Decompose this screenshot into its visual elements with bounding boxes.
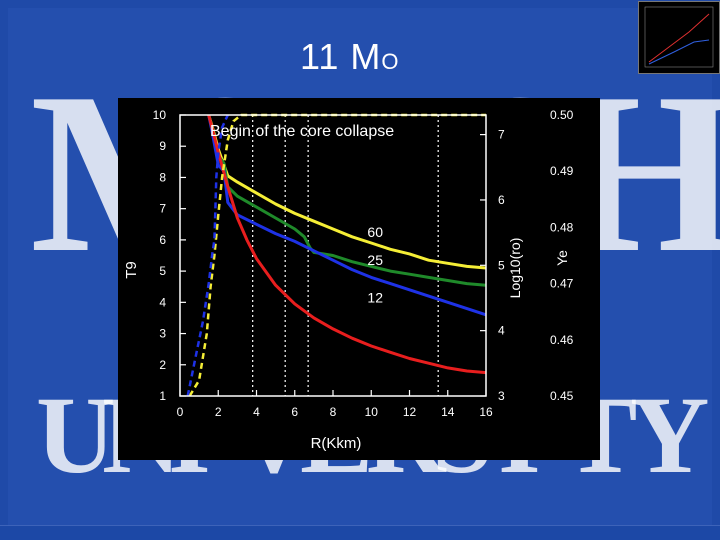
right-ye-tick-label: 0.46 <box>550 333 574 347</box>
right-density-tick-label: 6 <box>498 193 505 207</box>
x-tick-label: 14 <box>441 405 455 419</box>
left-tick-label: 10 <box>153 108 167 122</box>
series-line-red <box>207 114 487 375</box>
right-density-tick-label: 5 <box>498 258 505 272</box>
bottom-bar <box>0 525 720 540</box>
chart-panel: 0 2 4 6 8 10 12 14 16 1 2 3 4 5 6 7 8 9 10 3 4 5 6 7 0.45 0.46 0.4… <box>118 98 600 460</box>
x-tick-label: 0 <box>177 405 184 419</box>
background-letter: Y <box>630 374 710 496</box>
mass-annotation: 60 <box>367 224 383 240</box>
slide-title: 11 MO <box>300 36 400 78</box>
left-tick-label: 7 <box>159 202 166 216</box>
left-tick-label: 2 <box>159 358 166 372</box>
chart-title: Begin of the core collapse <box>210 123 394 140</box>
series-line-blue <box>207 114 487 317</box>
left-tick-label: 4 <box>159 295 166 309</box>
left-axis-label: T9 <box>123 261 140 279</box>
x-tick-label: 6 <box>291 405 298 419</box>
right-axis-label-density: Log10(ro) <box>507 238 523 299</box>
left-tick-label: 5 <box>159 264 166 278</box>
x-tick-label: 2 <box>215 405 222 419</box>
series-line-blue-dashed <box>186 114 229 397</box>
left-tick-label: 3 <box>159 327 166 341</box>
right-ye-tick-label: 0.45 <box>550 389 574 403</box>
x-tick-label: 4 <box>253 405 260 419</box>
left-tick-label: 9 <box>159 139 166 153</box>
right-axis-label-ye: Ye <box>554 250 570 266</box>
background-letter: U <box>36 374 116 496</box>
x-axis-label: R(Kkm) <box>311 435 362 452</box>
x-tick-label: 12 <box>403 405 417 419</box>
right-ye-tick-label: 0.47 <box>550 277 574 291</box>
series-line-green <box>207 114 487 287</box>
slide-title-main: 11 M <box>300 36 382 77</box>
right-ye-tick-label: 0.48 <box>550 220 574 234</box>
x-tick-label: 8 <box>330 405 337 419</box>
left-tick-label: 1 <box>159 389 166 403</box>
right-ye-tick-label: 0.50 <box>550 108 574 122</box>
right-density-tick-label: 7 <box>498 128 505 142</box>
mass-annotation: 25 <box>367 252 383 268</box>
right-density-tick-label: 4 <box>498 324 505 338</box>
right-density-tick-label: 3 <box>498 389 505 403</box>
slide-title-subscript: O <box>381 49 400 74</box>
thumbnail-image <box>638 1 720 74</box>
x-tick-label: 10 <box>365 405 379 419</box>
mass-annotation: 12 <box>367 289 383 305</box>
x-tick-label: 16 <box>479 405 493 419</box>
right-ye-tick-label: 0.49 <box>550 164 574 178</box>
left-tick-label: 6 <box>159 233 166 247</box>
thumbnail-chart <box>644 6 714 68</box>
core-collapse-chart: 0 2 4 6 8 10 12 14 1612345678910345670.450.460.4… <box>123 108 574 452</box>
left-tick-label: 8 <box>159 170 166 184</box>
